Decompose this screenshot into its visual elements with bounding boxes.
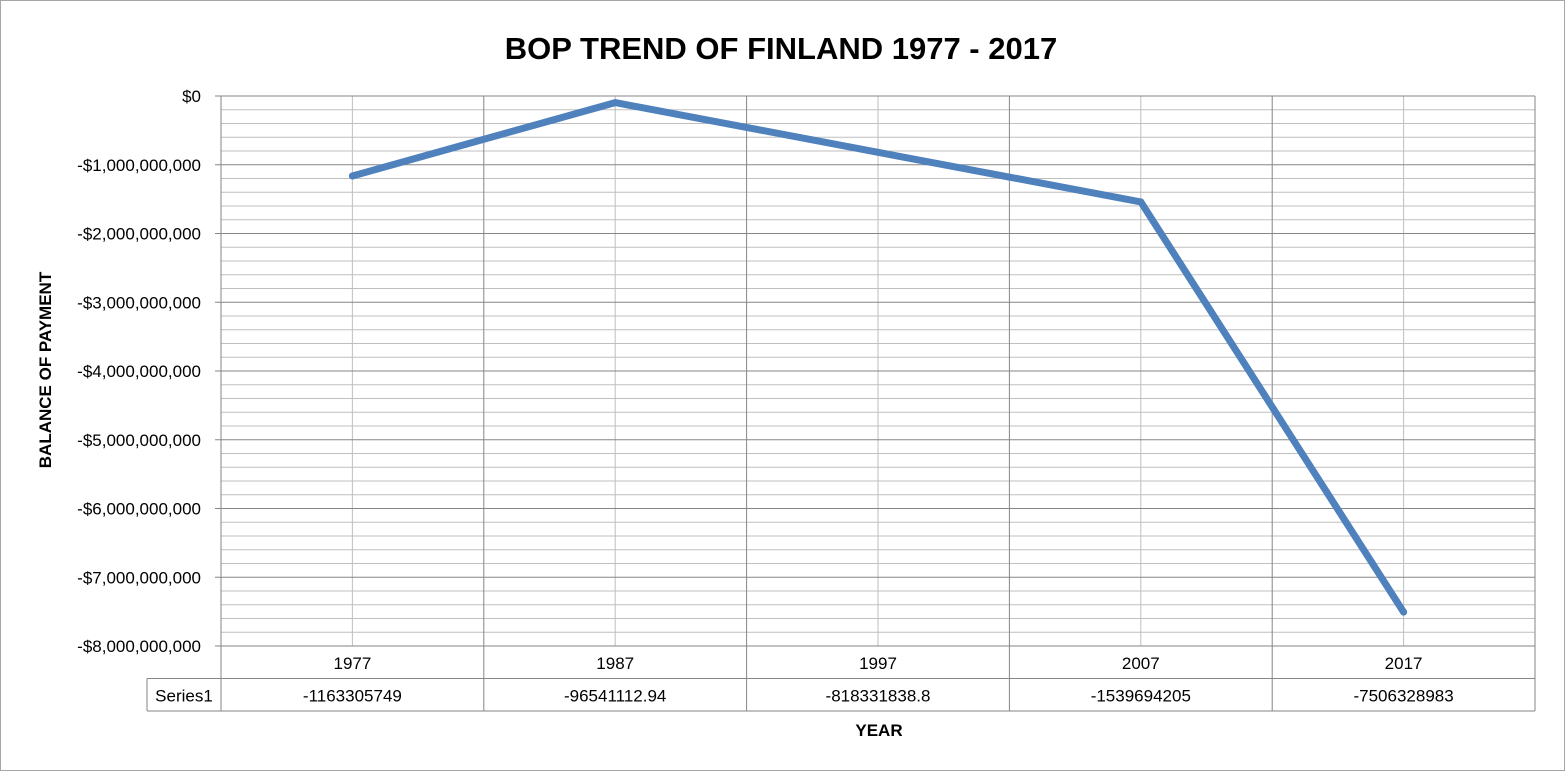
x-axis-title: YEAR [855, 721, 902, 740]
y-tick-label: $0 [182, 87, 201, 106]
y-axis-ticks: $0 -$1,000,000,000 -$2,000,000,000 -$3,000,… [77, 87, 201, 656]
data-table-value: -96541112.94 [564, 687, 666, 706]
x-tick-label: 1977 [333, 654, 371, 673]
x-tick-label: 2007 [1122, 654, 1160, 673]
data-point [1137, 198, 1145, 206]
y-tick-label: -$7,000,000,000 [77, 568, 201, 587]
y-tick-label: -$3,000,000,000 [77, 293, 201, 312]
y-tick-label: -$4,000,000,000 [77, 362, 201, 381]
data-table-value: -7506328983 [1353, 687, 1453, 706]
y-axis-title: BALANCE OF PAYMENT [36, 271, 55, 468]
data-point [1400, 608, 1408, 616]
chart-title: BOP TREND OF FINLAND 1977 - 2017 [505, 31, 1057, 66]
x-tick-label: 2017 [1385, 654, 1423, 673]
data-point [348, 172, 356, 180]
data-table-value: -1539694205 [1091, 687, 1191, 706]
data-table-value: -1163305749 [303, 687, 402, 706]
y-tick-label: -$1,000,000,000 [77, 156, 201, 175]
data-point [611, 99, 619, 107]
data-point [874, 148, 882, 156]
data-table-value: -818331838.8 [826, 687, 931, 706]
series-name-label: Series1 [155, 687, 213, 706]
y-tick-label: -$2,000,000,000 [77, 225, 201, 244]
y-tick-label: -$6,000,000,000 [77, 500, 201, 519]
series-line-group [348, 99, 1408, 616]
data-table: 1977 1987 1997 2007 2017 Series1 -1163305749 -9… [146, 645, 1535, 712]
x-tick-label: 1987 [596, 654, 634, 673]
x-tick-label: 1997 [859, 654, 897, 673]
gridlines [215, 95, 1536, 711]
y-tick-label: -$8,000,000,000 [77, 637, 201, 656]
y-tick-label: -$5,000,000,000 [77, 431, 201, 450]
